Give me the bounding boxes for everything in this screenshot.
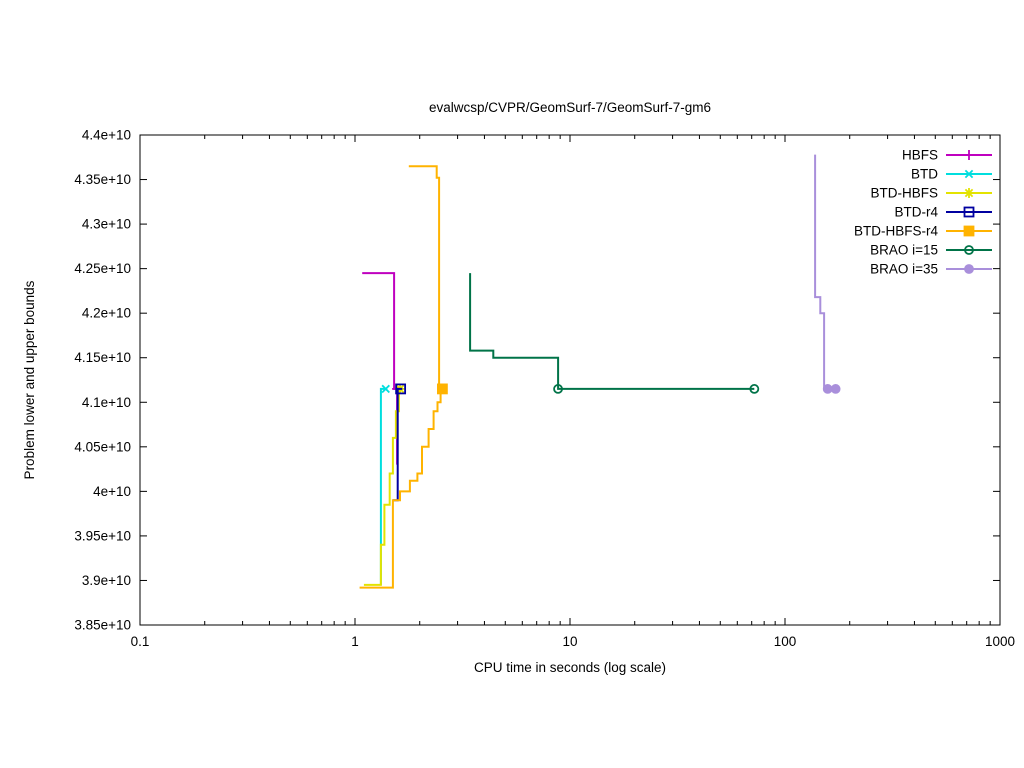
y-tick-label: 4.05e+10: [74, 439, 131, 454]
series-btd-hbfs: [363, 383, 406, 586]
x-tick-label: 0.1: [131, 634, 150, 649]
series-brao-i-15: [469, 273, 760, 394]
x-tick-label: 1: [351, 634, 359, 649]
legend-label: BTD-r4: [895, 205, 939, 220]
y-tick-label: 4.1e+10: [82, 395, 131, 410]
open-square-marker: [395, 383, 407, 395]
legend-item-brao-i-35: BRAO i=35: [870, 262, 992, 277]
series-line: [392, 387, 403, 502]
legend-label: BRAO i=35: [870, 262, 938, 277]
y-axis-label: Problem lower and upper bounds: [22, 280, 37, 479]
x-marker: [964, 169, 974, 179]
series-line: [469, 273, 755, 390]
filled-circle-marker: [964, 264, 974, 274]
filled-circle-marker: [822, 384, 833, 394]
series-brao-i-35: [814, 154, 841, 394]
legend: HBFS BTD BTD-HBFS BTD-r4 BTD-HBFS-r4 BRAO i=1…: [854, 148, 992, 277]
legend-item-btd-hbfs-r4: BTD-HBFS-r4: [854, 224, 992, 239]
series-line: [814, 154, 839, 390]
y-tick-label: 4.4e+10: [82, 128, 131, 143]
y-tick-label: 4.15e+10: [74, 350, 131, 365]
series-btd-hbfs-r4: [359, 165, 448, 589]
series-line: [362, 272, 398, 390]
legend-label: BRAO i=15: [870, 243, 938, 258]
legend-item-btd-r4: BTD-r4: [895, 205, 992, 220]
open-circle-marker: [964, 245, 974, 255]
x-marker: [381, 384, 390, 394]
legend-item-btd: BTD: [911, 167, 992, 182]
open-circle-marker: [749, 384, 760, 394]
y-tick-label: 4.35e+10: [74, 172, 131, 187]
legend-label: HBFS: [902, 148, 938, 163]
open-square-marker: [963, 206, 975, 218]
legend-item-hbfs: HBFS: [902, 148, 992, 163]
open-circle-marker: [553, 384, 563, 394]
series-btd: [379, 384, 390, 585]
filled-circle-marker: [830, 384, 841, 394]
y-tick-label: 3.9e+10: [82, 573, 131, 588]
x-tick-label: 100: [774, 634, 797, 649]
y-tick-label: 4.2e+10: [82, 306, 131, 321]
asterisk-marker: [964, 188, 974, 198]
x-tick-label: 10: [562, 634, 577, 649]
legend-label: BTD: [911, 167, 938, 182]
series-line: [359, 388, 442, 589]
y-tick-label: 4e+10: [93, 484, 131, 499]
x-tick-label: 1000: [985, 634, 1015, 649]
legend-label: BTD-HBFS: [871, 186, 939, 201]
series-line: [408, 165, 445, 390]
legend-label: BTD-HBFS-r4: [854, 224, 938, 239]
filled-square-marker: [963, 225, 975, 237]
y-tick-label: 3.95e+10: [74, 528, 131, 543]
plot-area: 0.1 1 10 100 1000 3.85e+10 3.9e+10 3.95e+10 4e+1…: [74, 128, 1015, 650]
chart-title: evalwcsp/CVPR/GeomSurf-7/GeomSurf-7-gm6: [429, 100, 711, 115]
x-axis-label: CPU time in seconds (log scale): [474, 660, 666, 675]
legend-item-btd-hbfs: BTD-HBFS: [871, 186, 992, 201]
plus-marker: [964, 150, 974, 160]
legend-item-brao-i-15: BRAO i=15: [870, 243, 992, 258]
y-tick-label: 4.3e+10: [82, 217, 131, 232]
y-tick-label: 3.85e+10: [74, 618, 131, 633]
y-tick-label: 4.25e+10: [74, 261, 131, 276]
plot-border: [139, 134, 1001, 626]
filled-square-marker: [437, 383, 448, 395]
